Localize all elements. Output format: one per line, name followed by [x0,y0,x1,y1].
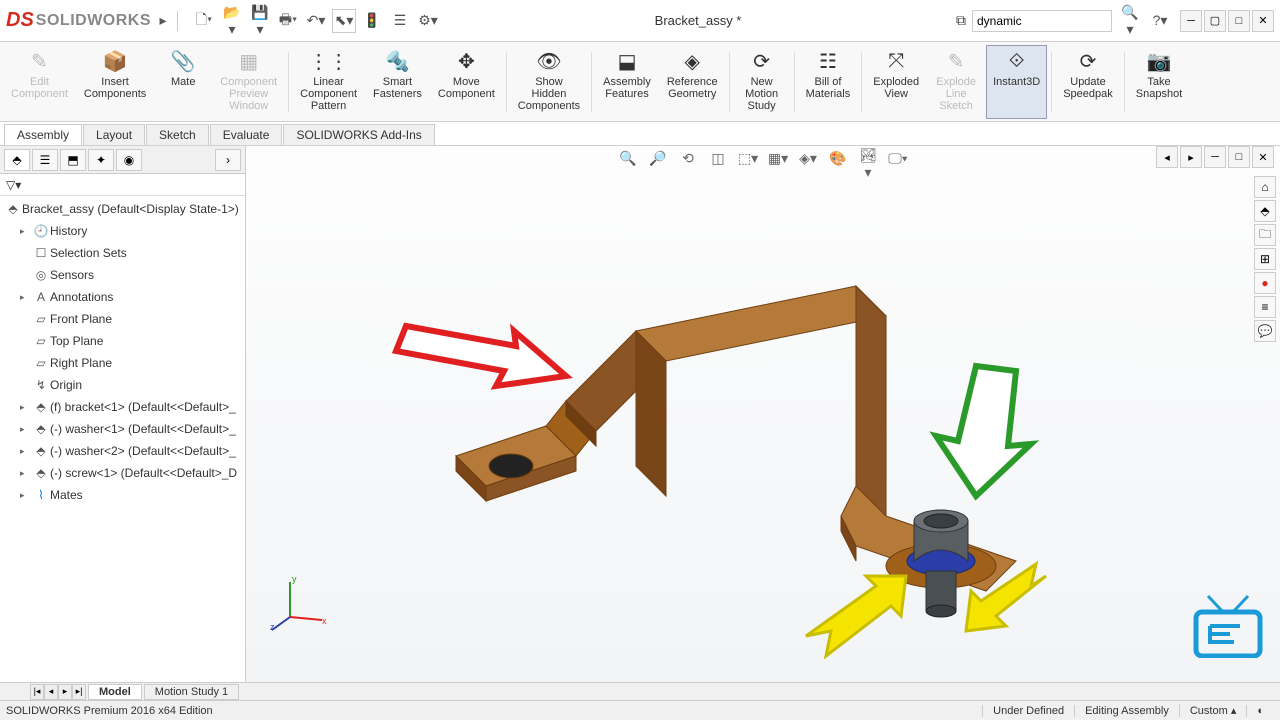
search-category-icon[interactable]: ⧉ [956,12,966,29]
feature-tree-tab[interactable]: ⬘ [4,149,30,171]
tree-mates[interactable]: ▸⌇Mates [0,484,245,506]
status-bar: SOLIDWORKS Premium 2016 x64 Edition Unde… [0,700,1280,720]
close-button[interactable]: ✕ [1252,10,1274,32]
appearance-tab[interactable]: ◉ [116,149,142,171]
tree-selection-sets[interactable]: ☐Selection Sets [0,242,245,264]
smart-fasteners-button[interactable]: 🔩SmartFasteners [366,45,429,119]
dimxpert-tab[interactable]: ✦ [88,149,114,171]
tree-annotations[interactable]: ▸AAnnotations [0,286,245,308]
insert-components-button[interactable]: 📦InsertComponents [77,45,153,119]
main-area: ⬘ ☰ ⬒ ✦ ◉ › ▽▾ ⬘Bracket_assy (Default<Di… [0,146,1280,682]
minimize-button[interactable]: ─ [1180,10,1202,32]
tree-right-plane[interactable]: ▱Right Plane [0,352,245,374]
tab-sketch[interactable]: Sketch [146,124,209,145]
edit-component-button: ✎EditComponent [4,45,75,119]
rebuild-button[interactable]: 🚦 [360,9,384,33]
status-edition: SOLIDWORKS Premium 2016 x64 Edition [6,705,982,717]
document-title: Bracket_assy * [440,13,956,28]
command-tabs: Assembly Layout Sketch Evaluate SOLIDWOR… [0,122,1280,146]
tree-root[interactable]: ⬘Bracket_assy (Default<Display State-1>) [0,198,245,220]
update-speedpak-button[interactable]: ⟳UpdateSpeedpak [1056,45,1120,119]
search-button[interactable]: 🔍▾ [1118,9,1142,33]
filter-icon[interactable]: ▽▾ [6,178,21,192]
save-button[interactable]: 💾▾ [248,9,272,33]
tree-front-plane[interactable]: ▱Front Plane [0,308,245,330]
viewport[interactable]: 🔍 🔎 ⟲ ◫ ⬚▾ ▦▾ ◈▾ 🎨 🏞▾ 🖵▾ ◂ ▸ ─ □ ✕ ⌂ ⬘ 🗀… [246,146,1280,682]
feature-tree-panel: ⬘ ☰ ⬒ ✦ ◉ › ▽▾ ⬘Bracket_assy (Default<Di… [0,146,246,682]
linear-pattern-button[interactable]: ⋮⋮LinearComponentPattern [293,45,364,119]
model-canvas [246,156,1280,676]
tree-origin[interactable]: ↯Origin [0,374,245,396]
tree-washer2[interactable]: ▸⬘(-) washer<2> (Default<<Default>_ [0,440,245,462]
restore-button[interactable]: ▢ [1204,10,1226,32]
instant3d-button[interactable]: ⟐Instant3D [986,45,1047,119]
tree-washer1[interactable]: ▸⬘(-) washer<1> (Default<<Default>_ [0,418,245,440]
help-button[interactable]: ?▾ [1148,9,1172,33]
model-tab[interactable]: Model [88,684,142,700]
tab-evaluate[interactable]: Evaluate [210,124,283,145]
bottom-tabs: |◂ ◂ ▸ ▸| Model Motion Study 1 [0,682,1280,700]
exploded-view-button[interactable]: ⤧ExplodedView [866,45,926,119]
red-arrow-icon [396,326,566,386]
logo-text: SOLIDWORKS [36,12,151,30]
side-expand-button[interactable]: › [215,149,241,171]
tree-sensors[interactable]: ◎Sensors [0,264,245,286]
settings-button[interactable]: ⚙▾ [416,9,440,33]
new-button[interactable]: 🗋▾ [192,9,216,33]
preview-window-button: ▦ComponentPreviewWindow [213,45,284,119]
status-custom[interactable]: Custom ▴ [1179,704,1246,717]
view-triad-icon: y x z [270,572,330,632]
svg-text:z: z [270,622,275,632]
print-button[interactable]: 🖶▾ [276,9,300,33]
app-logo: DS SOLIDWORKS [6,9,151,32]
explode-line-sketch-button: ✎ExplodeLineSketch [928,45,984,119]
tab-nav-first[interactable]: |◂ [30,684,44,700]
status-extra-icon[interactable]: ◐ [1246,705,1274,717]
status-editing: Editing Assembly [1074,705,1179,717]
config-tab[interactable]: ⬒ [60,149,86,171]
tab-assembly[interactable]: Assembly [4,124,82,145]
quick-access-toolbar: 🗋▾ 📂▾ 💾▾ 🖶▾ ↶▾ ⬉▾ 🚦 ☰ ⚙▾ [192,9,440,33]
assembly-features-button[interactable]: ⬓AssemblyFeatures [596,45,658,119]
svg-text:y: y [292,574,297,584]
title-bar: DS SOLIDWORKS ▸ 🗋▾ 📂▾ 💾▾ 🖶▾ ↶▾ ⬉▾ 🚦 ☰ ⚙▾… [0,0,1280,42]
tree-bracket[interactable]: ▸⬘(f) bracket<1> (Default<<Default>_ [0,396,245,418]
svg-text:x: x [322,616,327,626]
logo-ds-icon: DS [6,9,34,32]
window-controls: ─ ▢ □ ✕ [1180,10,1274,32]
maximize-button[interactable]: □ [1228,10,1250,32]
move-component-button[interactable]: ✥MoveComponent [431,45,502,119]
tab-nav-next[interactable]: ▸ [58,684,72,700]
open-button[interactable]: 📂▾ [220,9,244,33]
new-motion-study-button[interactable]: ⟳NewMotionStudy [734,45,790,119]
tutorial-logo-icon [1188,594,1268,658]
options-list-button[interactable]: ☰ [388,9,412,33]
flyout-button[interactable]: ▸ [151,9,175,33]
tree-history[interactable]: ▸🕘History [0,220,245,242]
tab-nav-prev[interactable]: ◂ [44,684,58,700]
status-defined: Under Defined [982,705,1074,717]
tree-screw[interactable]: ▸⬘(-) screw<1> (Default<<Default>_D [0,462,245,484]
tab-nav-last[interactable]: ▸| [72,684,86,700]
motion-study-tab[interactable]: Motion Study 1 [144,684,239,700]
tree-top-plane[interactable]: ▱Top Plane [0,330,245,352]
feature-tree: ⬘Bracket_assy (Default<Display State-1>)… [0,196,245,682]
mate-button[interactable]: 📎Mate [155,45,211,119]
tab-layout[interactable]: Layout [83,124,145,145]
green-arrow-icon [936,366,1031,496]
show-hidden-button[interactable]: 👁ShowHiddenComponents [511,45,587,119]
take-snapshot-button[interactable]: 📷TakeSnapshot [1129,45,1189,119]
reference-geometry-button[interactable]: ◈ReferenceGeometry [660,45,725,119]
search-input[interactable] [972,10,1112,32]
ribbon: ✎EditComponent 📦InsertComponents 📎Mate ▦… [0,42,1280,122]
undo-button[interactable]: ↶▾ [304,9,328,33]
property-tab[interactable]: ☰ [32,149,58,171]
bom-button[interactable]: ☷Bill ofMaterials [799,45,858,119]
side-tab-bar: ⬘ ☰ ⬒ ✦ ◉ › [0,146,245,174]
select-button[interactable]: ⬉▾ [332,9,356,33]
tab-addins[interactable]: SOLIDWORKS Add-Ins [283,124,434,145]
